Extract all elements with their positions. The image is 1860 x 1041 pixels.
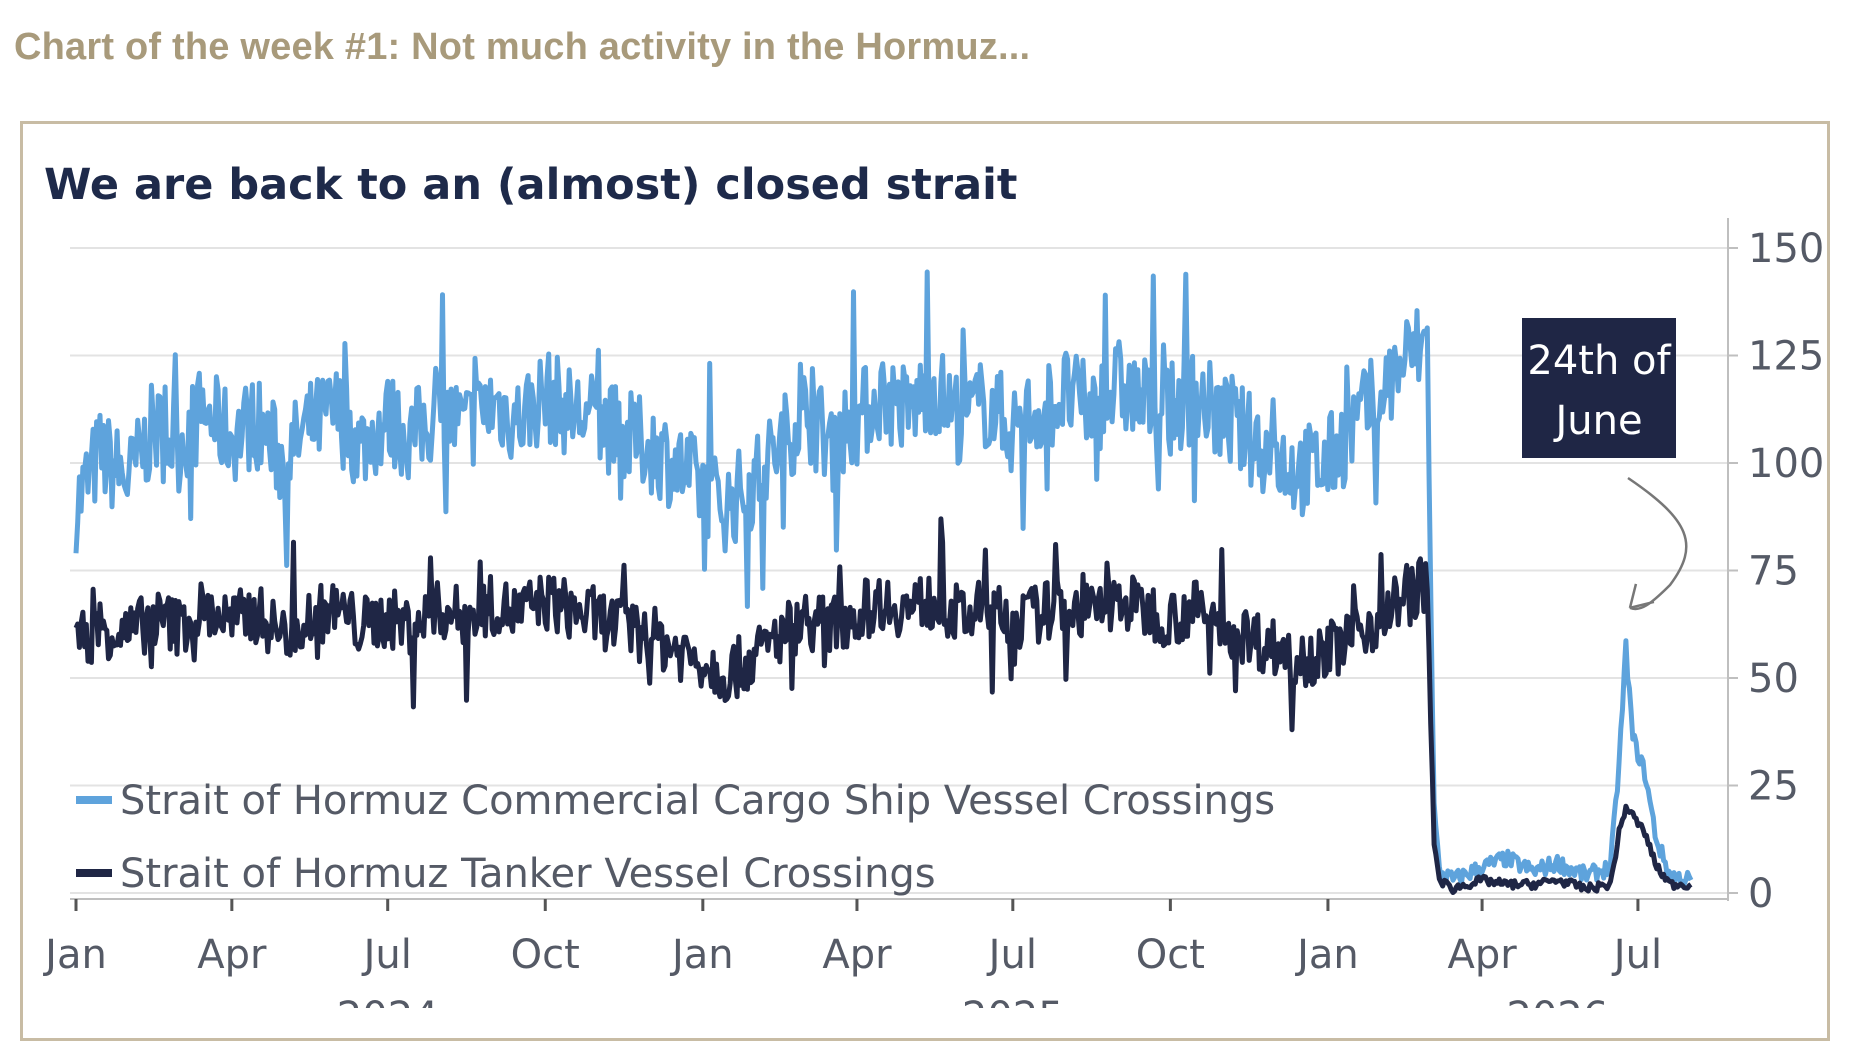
x-year-label: 2026 (1507, 994, 1609, 1008)
x-tick-label: Apr (1447, 932, 1517, 978)
y-tick-label: 150 (1748, 226, 1824, 272)
x-tick-label: Oct (1136, 932, 1205, 978)
x-tick-label: Apr (822, 932, 892, 978)
x-tick-label: Jan (1294, 932, 1359, 978)
x-tick-label: Apr (197, 932, 267, 978)
annotation-box (1522, 318, 1676, 458)
annotation-arrowhead (1628, 583, 1655, 610)
chart-canvas: 0 25 50 75 100 125 150 Jan Apr Jul Oct Jan Apr Jul Oct… (42, 218, 1824, 1008)
x-tick-label: Jan (669, 932, 734, 978)
y-tick-label: 125 (1748, 334, 1824, 380)
axes: 0 25 50 75 100 125 150 Jan Apr Jul Oct Jan Apr Jul Oct… (42, 218, 1824, 1008)
cargo-series-line (73, 269, 1694, 888)
y-tick-label: 50 (1748, 656, 1799, 702)
x-year-label: 2025 (962, 994, 1064, 1008)
chart-title: We are back to an (almost) closed strait (44, 160, 1018, 210)
x-tick-label: Jul (986, 932, 1037, 978)
annotation: 24th of June (1522, 318, 1688, 611)
x-tick-label: Oct (511, 932, 580, 978)
x-tick-label: Jan (42, 932, 107, 978)
x-tick-label: Jul (1611, 932, 1662, 978)
legend-label: Strait of Hormuz Commercial Cargo Ship V… (120, 778, 1275, 824)
series-lines (73, 269, 1694, 895)
tanker-series-line (73, 516, 1693, 895)
legend: Strait of Hormuz Commercial Cargo Ship V… (76, 778, 1275, 897)
annotation-text: 24th of (1527, 338, 1671, 384)
x-year-label: 2024 (337, 994, 439, 1008)
x-tick-label: Jul (361, 932, 412, 978)
y-tick-label: 0 (1748, 871, 1773, 917)
y-tick-label: 100 (1748, 441, 1824, 487)
page-heading: Chart of the week #1: Not much activity … (14, 26, 1031, 68)
annotation-text: June (1552, 398, 1642, 444)
y-tick-label: 75 (1748, 549, 1799, 595)
y-tick-label: 25 (1748, 764, 1799, 810)
legend-label: Strait of Hormuz Tanker Vessel Crossings (120, 851, 936, 897)
annotation-arrow (1627, 476, 1688, 611)
